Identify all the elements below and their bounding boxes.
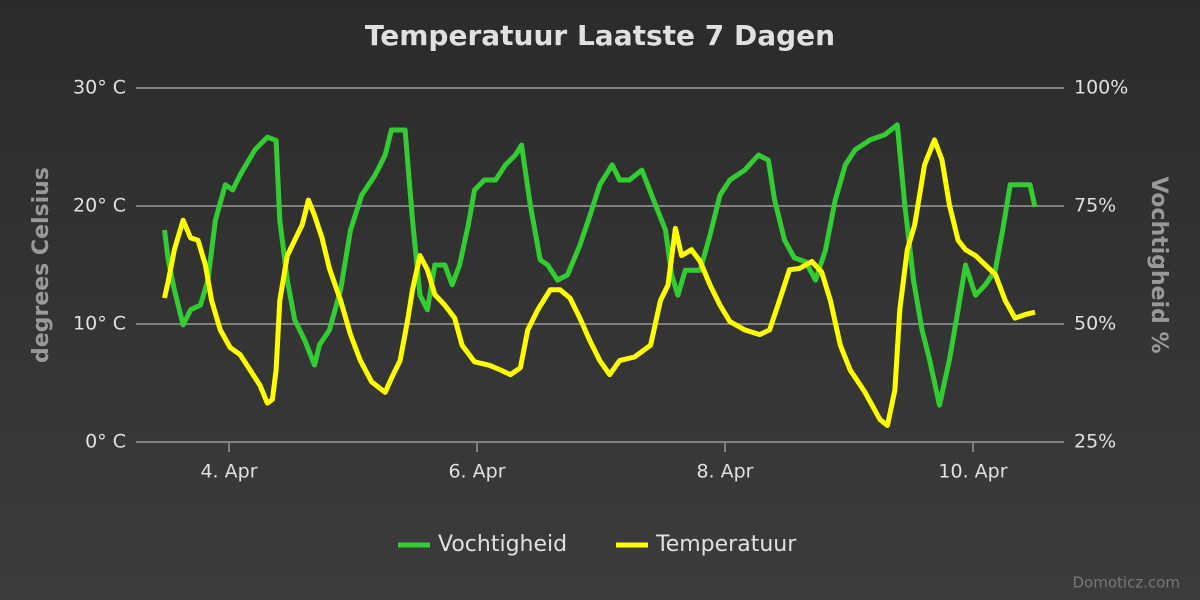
y2-tick-label: 100% — [1074, 77, 1128, 99]
x-tick-label: 10. Apr — [938, 461, 1007, 483]
y-tick-label: 30° C — [73, 77, 126, 99]
y2-tick-label: 25% — [1074, 431, 1116, 453]
series-line — [162, 122, 1038, 408]
y2-axis-title: Vochtigheid % — [1146, 176, 1171, 353]
watermark: Domoticz.com — [1073, 574, 1181, 592]
series-line — [162, 137, 1036, 428]
y2-tick-label: 50% — [1074, 313, 1116, 335]
y-tick-label: 0° C — [85, 431, 126, 453]
y2-tick-label: 75% — [1074, 195, 1116, 217]
y-axis-title: degrees Celsius — [29, 167, 54, 363]
y-tick-label: 20° C — [73, 195, 126, 217]
y-tick-label: 10° C — [73, 313, 126, 335]
x-tick-label: 6. Apr — [448, 461, 505, 483]
legend-label: Temperatuur — [655, 532, 797, 557]
legend-label: Vochtigheid — [438, 532, 567, 557]
x-tick-label: 8. Apr — [696, 461, 753, 483]
chart-title: Temperatuur Laatste 7 Dagen — [365, 19, 835, 52]
x-tick-label: 4. Apr — [200, 461, 257, 483]
